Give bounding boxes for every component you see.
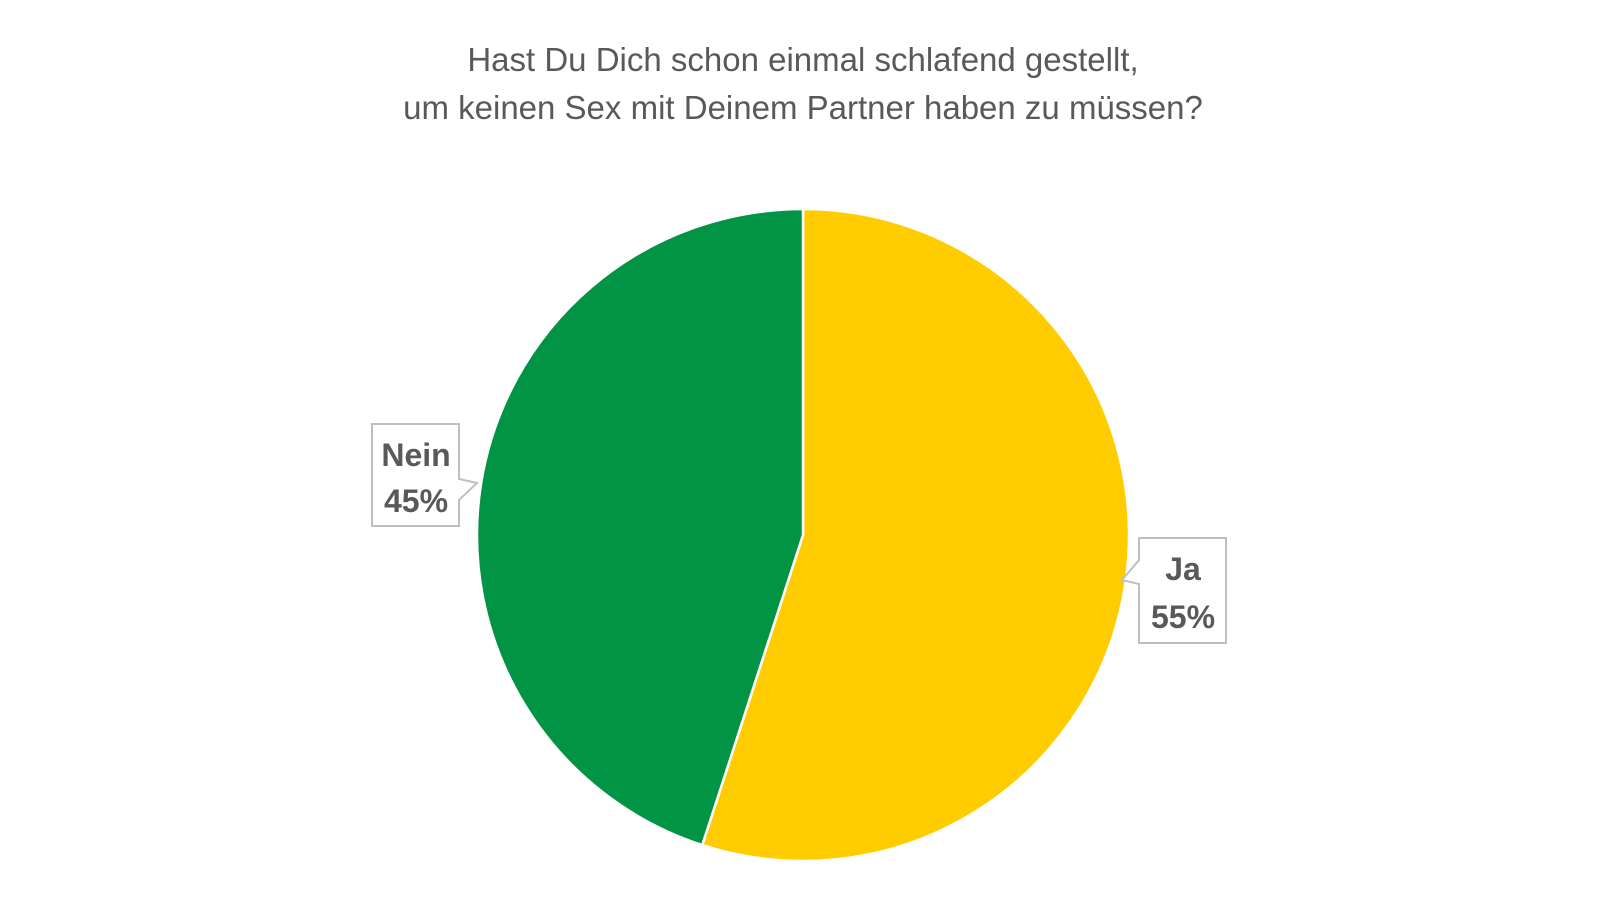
callout-ja: Ja 55% — [1120, 537, 1227, 644]
label-ja-name: Ja — [1165, 551, 1201, 587]
chart-title-line-1: Hast Du Dich schon einmal schlafend gest… — [467, 41, 1139, 78]
callout-nein: Nein 45% — [371, 423, 480, 527]
pie-slice-ja — [700, 207, 1131, 863]
label-ja-value: 55% — [1151, 599, 1215, 635]
label-nein-value: 45% — [384, 483, 448, 519]
chart-title-line-2: um keinen Sex mit Deinem Partner haben z… — [403, 89, 1203, 126]
pie-slice-nein — [475, 207, 805, 847]
chart-title: Hast Du Dich schon einmal schlafend gest… — [0, 36, 1600, 132]
label-nein-name: Nein — [381, 437, 450, 473]
